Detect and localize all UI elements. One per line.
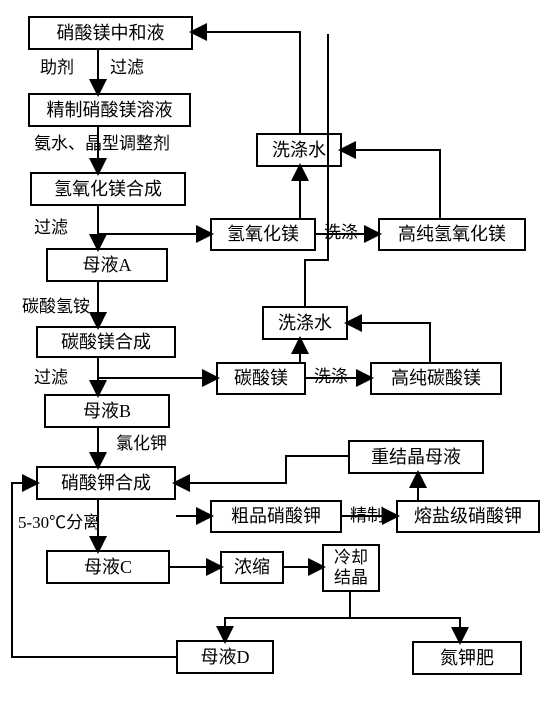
- node-n15: 高纯碳酸镁: [370, 362, 502, 395]
- node-n13: 洗涤水: [262, 306, 348, 340]
- node-n4: 母液A: [46, 248, 168, 282]
- node-label: 熔盐级硝酸钾: [414, 506, 522, 527]
- node-n21: 氮钾肥: [412, 641, 522, 675]
- node-n14: 碳酸镁: [216, 362, 306, 395]
- node-label: 母液D: [201, 647, 250, 668]
- node-n7: 硝酸钾合成: [36, 466, 176, 500]
- node-n19: 浓缩: [220, 551, 284, 584]
- node-label: 氮钾肥: [440, 648, 494, 669]
- node-n17: 粗品硝酸钾: [210, 500, 342, 533]
- node-n18: 熔盐级硝酸钾: [396, 500, 540, 533]
- edge-label-e9: 洗涤: [324, 224, 358, 243]
- edge-label-e4: 过滤: [34, 219, 68, 238]
- node-n11: 氢氧化镁: [210, 218, 316, 251]
- node-n1: 硝酸镁中和液: [28, 16, 193, 50]
- node-n12: 高纯氢氧化镁: [378, 218, 526, 251]
- node-n16: 重结晶母液: [348, 440, 484, 474]
- node-label: 氢氧化镁: [227, 224, 299, 245]
- edge-label-e7: 氯化钾: [116, 435, 167, 454]
- node-label: 高纯氢氧化镁: [398, 224, 506, 245]
- edge-label-e3: 氨水、晶型调整剂: [34, 135, 170, 154]
- edge-label-e10: 洗涤: [314, 368, 348, 387]
- node-label: 硝酸钾合成: [61, 473, 151, 494]
- node-label: 碳酸镁合成: [61, 332, 151, 353]
- node-label: 冷却结晶: [328, 548, 374, 587]
- edge-label-e5: 碳酸氢铵: [22, 298, 90, 317]
- node-label: 洗涤水: [278, 313, 332, 334]
- edge-label-e8: 5-30℃分离: [18, 514, 100, 533]
- node-n20: 冷却结晶: [322, 544, 380, 592]
- node-n2: 精制硝酸镁溶液: [28, 93, 191, 127]
- node-n6: 母液B: [44, 394, 170, 428]
- node-label: 碳酸镁: [234, 368, 288, 389]
- node-n5: 碳酸镁合成: [36, 326, 176, 358]
- edge-label-e11: 精制: [350, 507, 384, 526]
- node-label: 重结晶母液: [371, 447, 461, 468]
- node-label: 母液C: [84, 557, 132, 578]
- node-label: 氢氧化镁合成: [54, 179, 162, 200]
- edge-label-e1: 助剂: [40, 59, 74, 78]
- edge-label-e2: 过滤: [110, 59, 144, 78]
- node-n10: 洗涤水: [256, 133, 342, 167]
- node-label: 母液B: [83, 401, 131, 422]
- node-label: 母液A: [83, 255, 132, 276]
- node-n9: 母液D: [176, 640, 274, 674]
- node-label: 精制硝酸镁溶液: [47, 100, 173, 121]
- node-n3: 氢氧化镁合成: [30, 172, 186, 206]
- node-n8: 母液C: [46, 550, 170, 584]
- node-label: 浓缩: [234, 557, 270, 578]
- node-label: 洗涤水: [272, 140, 326, 161]
- edge-label-e6: 过滤: [34, 369, 68, 388]
- node-label: 高纯碳酸镁: [391, 368, 481, 389]
- node-label: 硝酸镁中和液: [57, 23, 165, 44]
- node-label: 粗品硝酸钾: [231, 506, 321, 527]
